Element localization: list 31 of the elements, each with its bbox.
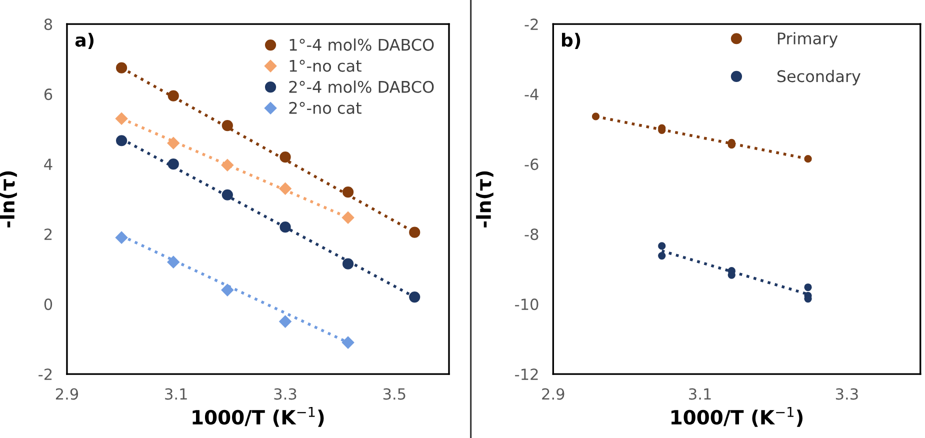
y-axis-title: -ln(τ) [476, 171, 494, 228]
x-tick-label: 2.9 [542, 388, 564, 400]
y-tick-label: 6 [44, 88, 52, 100]
y-axis-title: -ln(τ) [0, 171, 17, 228]
legend-label: 1°-no cat [290, 60, 362, 72]
x-tick-label: 3.5 [383, 388, 406, 400]
y-tick-label: 4 [44, 158, 52, 170]
x-tick-label: 3.3 [274, 388, 296, 400]
legend-label: Primary [778, 32, 838, 48]
y-tick-label: -6 [524, 158, 538, 170]
legend-label: Secondary [777, 70, 860, 86]
y-tick-label: 2 [44, 228, 52, 240]
x-tick-label: 3.1 [689, 388, 711, 400]
x-axis-title: 1000/T (K$^{−1}$) [192, 406, 324, 427]
legend-label: 2°-4 mol% DABCO [289, 80, 434, 93]
chart-title: a) [75, 32, 94, 49]
legend-label: 1°-4 mol% DABCO [290, 38, 434, 51]
x-axis-title: 1000/T (K$^{−1}$) [671, 406, 802, 427]
y-tick-label: 0 [44, 298, 52, 310]
y-tick-label: -10 [515, 298, 538, 310]
x-tick-label: 3.1 [165, 388, 187, 400]
x-tick-label: 3.3 [836, 388, 858, 400]
y-tick-label: 8 [44, 18, 52, 30]
y-tick-label: -8 [524, 228, 538, 240]
x-tick-label: 2.9 [56, 388, 78, 400]
chart-title: b) [562, 32, 580, 49]
y-tick-label: -12 [515, 368, 538, 380]
y-tick-label: -4 [524, 88, 538, 100]
legend-label: 2°-no cat [289, 102, 362, 114]
y-tick-label: -2 [38, 368, 52, 380]
y-tick-label: -2 [524, 18, 538, 30]
